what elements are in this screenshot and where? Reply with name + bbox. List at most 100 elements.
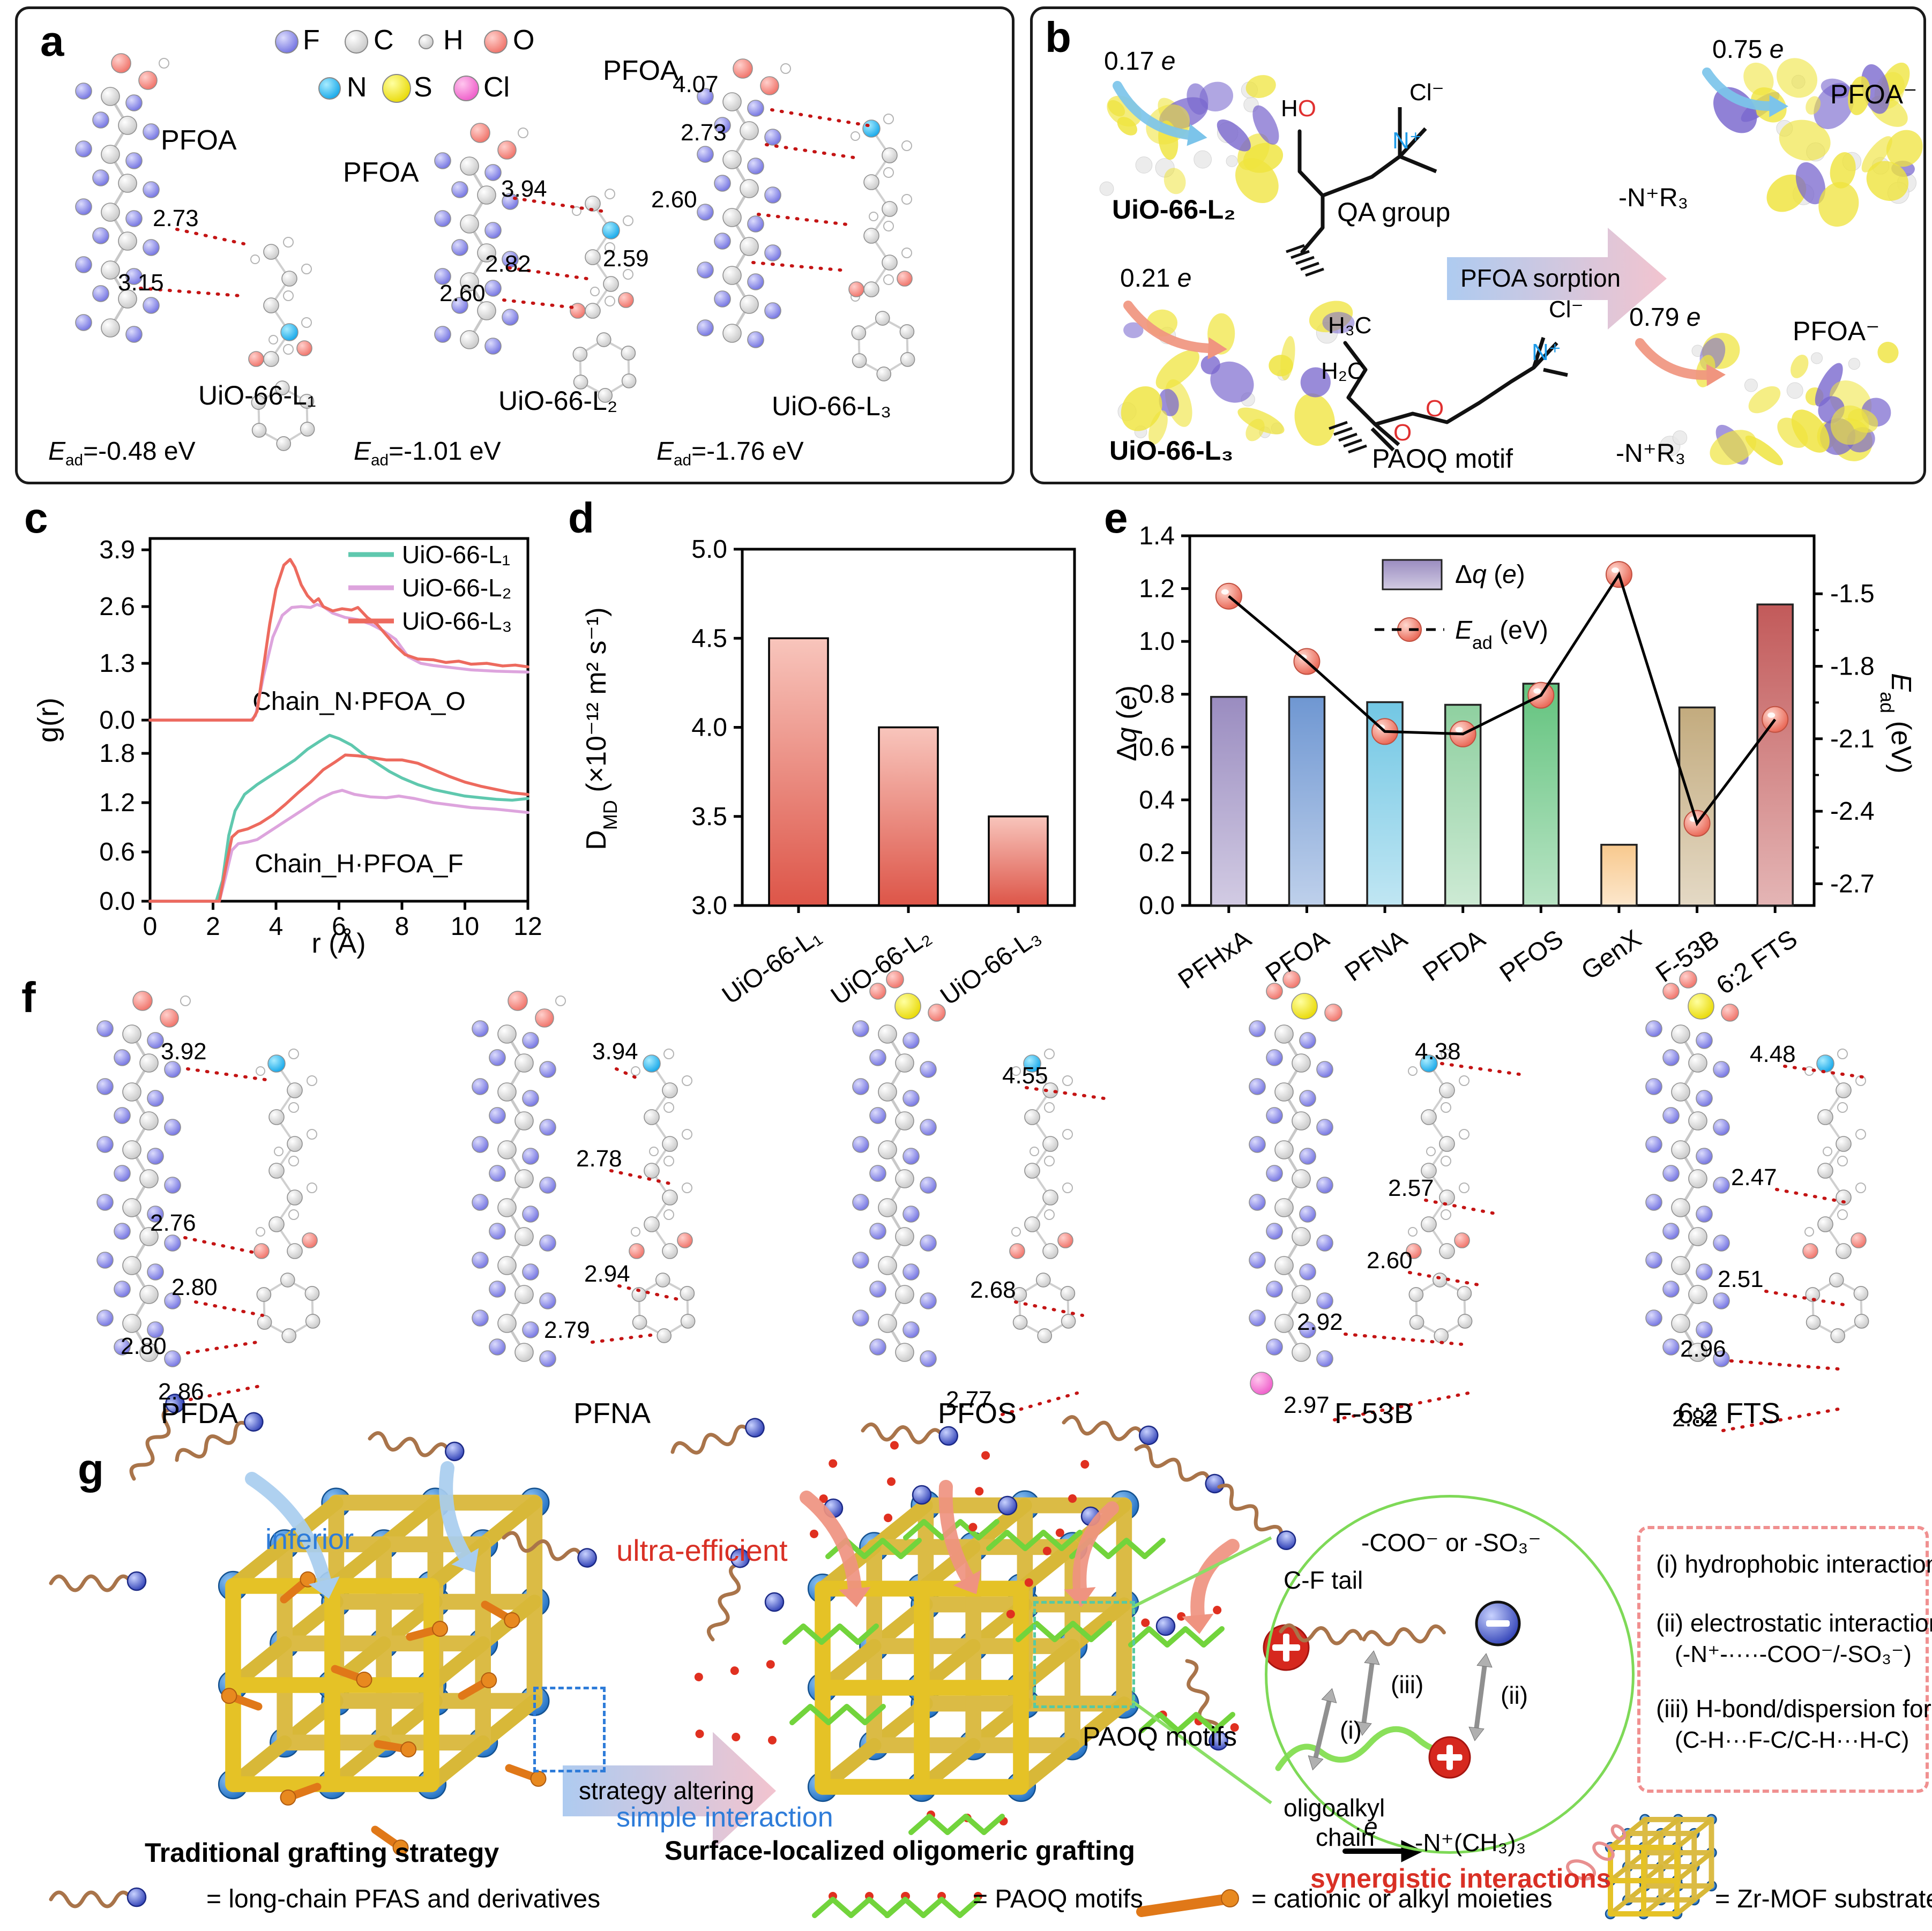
svg-text:1.0: 1.0 xyxy=(1139,627,1175,656)
adsorption-energy: Ead=-1.01 eV xyxy=(354,437,501,469)
substrate-label: UiO-66-L₃ xyxy=(772,391,892,421)
atom-legend-F: F xyxy=(303,25,320,56)
qa-ammonium-label: N⁺ xyxy=(1392,128,1422,154)
bond-distance: 2.80 xyxy=(121,1333,167,1359)
info-line-3: (-N⁺-····-COO⁻/-SO₃⁻) xyxy=(1675,1641,1912,1667)
pfas-chain xyxy=(1217,1483,1296,1551)
atom-ball-F xyxy=(275,30,299,54)
substrate-label: UiO-66-L₂ xyxy=(498,386,618,416)
panel-label-d: d xyxy=(568,494,594,542)
info-line-4: (iii) H-bond/dispersion force xyxy=(1656,1695,1932,1723)
paoq-chain xyxy=(968,1451,990,1532)
paoq-methyl-label: H₃C xyxy=(1328,312,1372,339)
bond-distance: 2.77 xyxy=(946,1387,992,1413)
charge-transfer-label: 0.21 e xyxy=(1120,264,1192,293)
svg-text:UiO-66-L₁: UiO-66-L₁ xyxy=(402,541,510,568)
paoq-chain xyxy=(1006,1546,1051,1619)
bond-distance: 4.55 xyxy=(1002,1062,1048,1089)
paoq-methylene-label: H₂C xyxy=(1321,358,1364,384)
ultra-efficient-label: ultra-efficient xyxy=(616,1533,788,1567)
bond-distance: 4.38 xyxy=(1415,1038,1461,1065)
qa-group-caption: QA group xyxy=(1337,197,1451,227)
bond-distance: 2.60 xyxy=(439,280,486,306)
svg-text:UiO-66-L₂: UiO-66-L₂ xyxy=(402,574,511,602)
atom-ball-N xyxy=(318,77,341,100)
interaction-info-box xyxy=(1637,1526,1929,1793)
bond-distance: 2.97 xyxy=(1284,1392,1330,1418)
pfas-chain xyxy=(1185,1659,1228,1751)
svg-text:Chain_H·PFOA_F: Chain_H·PFOA_F xyxy=(255,850,463,878)
svg-text:1.2: 1.2 xyxy=(1139,575,1175,603)
svg-text:2: 2 xyxy=(206,912,220,941)
panel-label-g: g xyxy=(78,1445,104,1493)
qa-hydroxyl-label: HO xyxy=(1281,95,1317,122)
atom-legend-Cl: Cl xyxy=(483,72,510,103)
svg-text:4.0: 4.0 xyxy=(691,714,727,742)
pfas-chain xyxy=(1134,1444,1225,1494)
paoq-chloride-label: Cl⁻ xyxy=(1549,296,1584,323)
substrate-label: UiO-66-L₁ xyxy=(198,380,316,410)
svg-text:1.8: 1.8 xyxy=(99,739,135,768)
svg-text:0: 0 xyxy=(143,912,158,941)
svg-text:3.5: 3.5 xyxy=(691,803,727,831)
interaction-iii-label: (iii) xyxy=(1391,1671,1424,1698)
info-line-1: (i) hydrophobic interaction xyxy=(1656,1550,1932,1578)
bond-distance: 2.82 xyxy=(1672,1405,1718,1432)
cf-tail-label: C-F tail xyxy=(1284,1566,1363,1594)
svg-text:GenX: GenX xyxy=(1576,925,1646,986)
adsorbate-label: PFOA xyxy=(603,55,679,86)
atom-legend-N: N xyxy=(347,72,367,103)
bond-distance: 2.86 xyxy=(158,1379,204,1405)
charge-transfer-label: 0.79 e xyxy=(1629,303,1701,332)
paoq-chain xyxy=(884,1441,899,1522)
atom-ball-C xyxy=(345,30,368,54)
bond-distance: 3.94 xyxy=(501,176,547,202)
adsorbate-label: PFOA xyxy=(343,157,419,188)
pfoa-sorption-arrow-label: PFOA sorption xyxy=(1460,264,1621,292)
svg-text:1.3: 1.3 xyxy=(99,649,135,678)
legend-zrmof: = Zr-MOF substrate xyxy=(1715,1885,1932,1913)
pfas-chain xyxy=(861,1422,958,1446)
atom-ball-H xyxy=(419,34,434,49)
substrate-label: UiO-66-L₂ xyxy=(1112,194,1236,224)
svg-text:UiO-66-L₃: UiO-66-L₃ xyxy=(402,607,512,635)
svg-text:UiO-66-L₃: UiO-66-L₃ xyxy=(935,922,1046,1011)
ammonium-group-label: -N⁺R₃ xyxy=(1616,439,1686,468)
panel-a-box xyxy=(15,6,1015,484)
pfas-chain xyxy=(175,1412,264,1462)
svg-text:0.0: 0.0 xyxy=(99,887,135,916)
charge-transfer-label: 0.17 e xyxy=(1104,47,1176,76)
pfas-chain xyxy=(49,1887,147,1908)
pfas-chain xyxy=(502,1531,597,1568)
paoq-ammonium-label: N⁺ xyxy=(1532,339,1561,365)
simple-interaction-label: simple interaction xyxy=(616,1802,833,1833)
svg-text:1.4: 1.4 xyxy=(1139,522,1175,550)
svg-text:2.6: 2.6 xyxy=(99,593,135,621)
bond-distance: 3.92 xyxy=(161,1038,207,1065)
svg-text:Δq (e): Δq (e) xyxy=(1112,685,1143,761)
bond-distance: 2.60 xyxy=(651,186,697,213)
pfoa-anion-label: PFOA⁻ xyxy=(1793,316,1880,346)
svg-text:UiO-66-L₁: UiO-66-L₁ xyxy=(717,922,826,1010)
paoq-ester-O-label: O xyxy=(1426,395,1444,422)
svg-text:DMD (×10⁻¹² m² s⁻¹): DMD (×10⁻¹² m² s⁻¹) xyxy=(581,607,621,850)
svg-text:3.9: 3.9 xyxy=(99,536,135,564)
paoq-motifs-box xyxy=(1033,1601,1135,1708)
svg-text:PFDA: PFDA xyxy=(1418,925,1490,987)
svg-text:0.2: 0.2 xyxy=(1139,839,1175,867)
bond-distance: 4.48 xyxy=(1750,1041,1796,1067)
paoq-motif-caption: PAOQ motif xyxy=(1372,444,1513,474)
svg-text:-1.8: -1.8 xyxy=(1830,653,1875,681)
pfas-chain xyxy=(1062,1415,1159,1446)
panel-label-f: f xyxy=(21,974,36,1021)
panel-label-e: e xyxy=(1104,494,1128,542)
paoq-chain xyxy=(694,1660,775,1681)
paoq-motifs-label: PAOQ motifs xyxy=(1083,1722,1237,1752)
qa-chloride-label: Cl⁻ xyxy=(1409,79,1444,106)
svg-text:PFHxA: PFHxA xyxy=(1173,925,1256,995)
bond-distance: 2.82 xyxy=(485,251,531,277)
svg-text:3.0: 3.0 xyxy=(691,892,727,920)
svg-text:4.5: 4.5 xyxy=(691,624,727,653)
